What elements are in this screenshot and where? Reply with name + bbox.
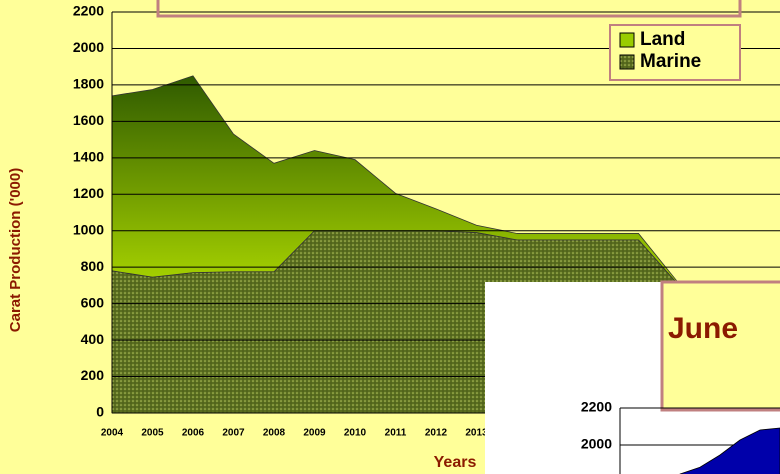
y-tick-label: 1800	[581, 473, 612, 474]
y-axis-label: Carat Production ('000)	[7, 168, 24, 332]
x-tick-label: 2010	[344, 428, 367, 439]
x-axis-label: Years	[434, 454, 477, 471]
y-tick-label: 2200	[581, 399, 612, 415]
y-tick-label: 2000	[73, 39, 104, 55]
area-series	[679, 427, 780, 474]
y-tick-label: 2200	[73, 3, 104, 19]
x-tick-label: 2011	[385, 428, 407, 439]
y-tick-label: 400	[81, 331, 105, 347]
legend-label: Land	[640, 29, 685, 50]
x-tick-label: 2009	[303, 428, 326, 439]
y-tick-label: 800	[81, 258, 105, 274]
chart-title: June	[668, 312, 738, 345]
legend-label: Marine	[640, 51, 701, 72]
x-tick-label: 2005	[141, 428, 164, 439]
legend-swatch	[619, 54, 635, 70]
x-tick-label: 2007	[222, 428, 245, 439]
y-tick-label: 600	[81, 294, 105, 310]
x-tick-label: 2013	[465, 428, 488, 439]
y-tick-label: 200	[81, 367, 105, 383]
x-tick-label: 2012	[425, 428, 448, 439]
y-tick-label: 0	[96, 404, 104, 420]
y-tick-label: 1200	[73, 185, 104, 201]
y-tick-label: 1000	[73, 221, 104, 237]
y-tick-label: 2000	[581, 436, 612, 452]
x-tick-label: 2008	[263, 428, 286, 439]
y-tick-label: 1400	[73, 149, 104, 165]
title-box	[156, 0, 742, 18]
title-box	[660, 280, 780, 412]
legend-swatch	[619, 32, 635, 48]
x-tick-label: 2004	[101, 428, 124, 439]
y-tick-label: 1800	[73, 76, 104, 92]
x-tick-label: 2006	[182, 428, 205, 439]
y-tick-label: 1600	[73, 112, 104, 128]
